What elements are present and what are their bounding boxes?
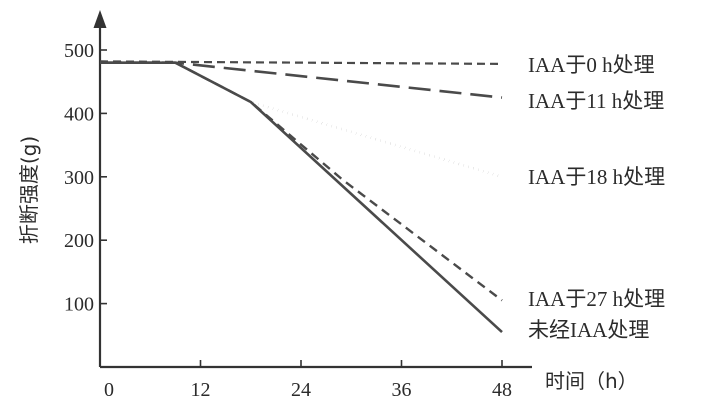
series-label-1: IAA于0 h处理 [528,53,655,77]
x-tick-label: 24 [291,379,311,401]
x-tick-label: 36 [392,379,412,401]
series-line-3 [100,61,503,179]
axes [93,10,532,369]
x-axis-title: 时间（h） [545,369,638,393]
x-tick-label: 48 [492,379,512,401]
y-tick-label: 400 [64,103,94,125]
series-label-4: IAA于27 h处理 [528,287,665,311]
x-tick-label: 0 [104,379,114,401]
series-line-4 [100,61,503,302]
series-layer [99,60,503,334]
ticks: 0 12 24 36 48 100 200 300 400 500 [64,40,512,401]
series-label-5: 未经IAA处理 [528,318,649,342]
x-tick-label: 12 [191,379,211,401]
series-line-5 [100,61,503,334]
y-tick-label: 100 [64,294,94,316]
y-tick-label: 500 [64,40,94,62]
y-axis-arrow [93,10,107,28]
series-line-2 [100,61,503,99]
series-label-3: IAA于18 h处理 [528,165,665,189]
series-label-2: IAA于11 h处理 [528,89,664,113]
y-tick-label: 200 [64,230,94,252]
series-labels: IAA于0 h处理 IAA于11 h处理 IAA于18 h处理 IAA于27 h处理未… [528,53,665,342]
y-axis-title: 折断强度(g) [17,136,41,244]
y-tick-label: 300 [64,167,94,189]
